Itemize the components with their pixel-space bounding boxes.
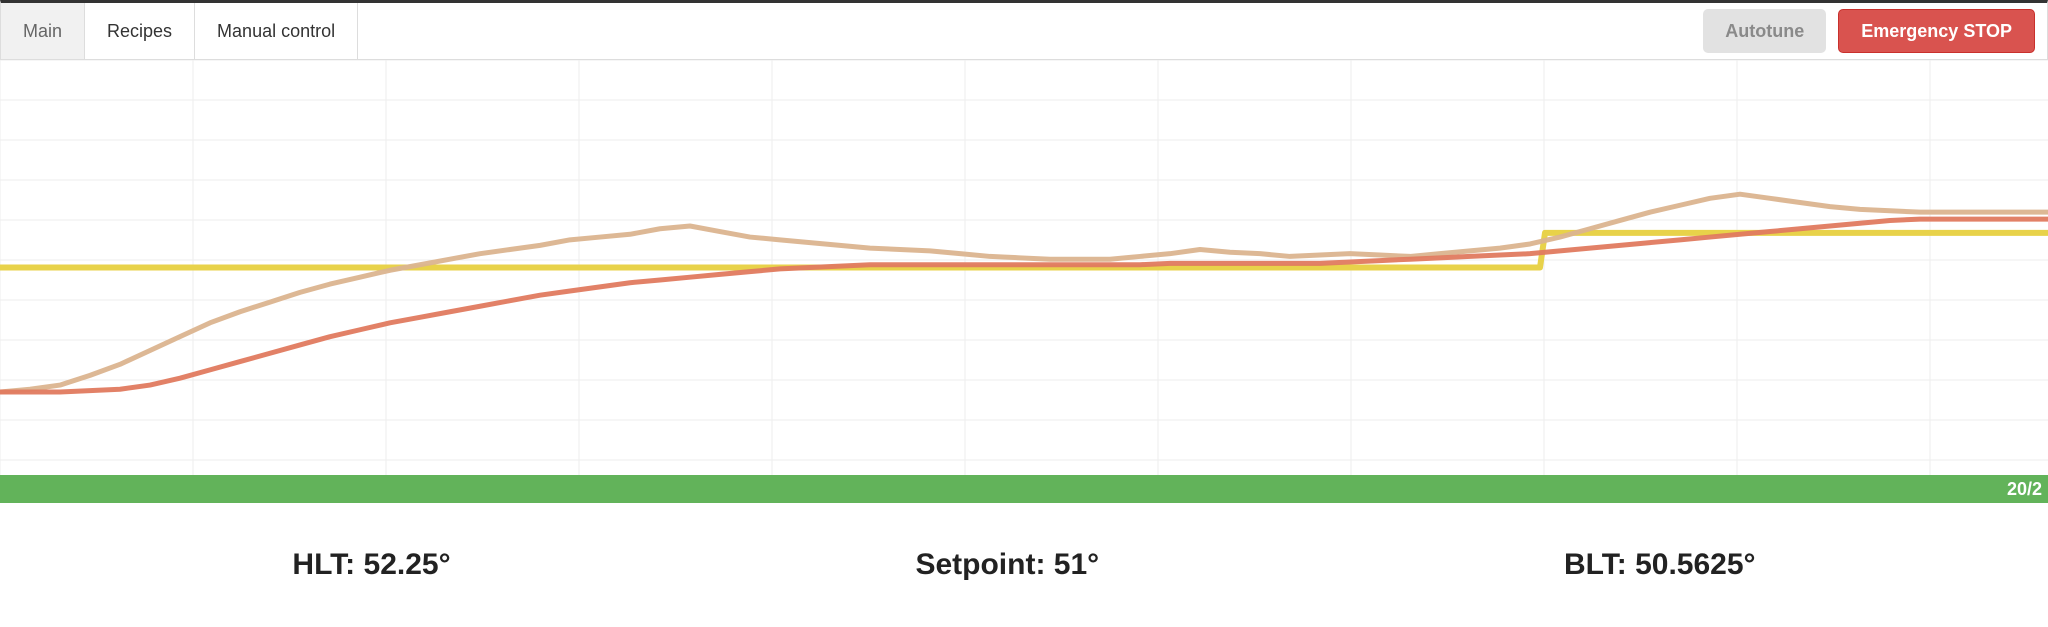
readout-blt: BLT: 50.5625°: [1564, 548, 1756, 582]
readouts: HLT: 52.25° Setpoint: 51° BLT: 50.5625°: [0, 503, 2048, 627]
readout-setpoint: Setpoint: 51°: [915, 548, 1099, 582]
emergency-stop-button[interactable]: Emergency STOP: [1838, 9, 2035, 53]
autotune-button[interactable]: Autotune: [1703, 9, 1826, 53]
tab-manual-control[interactable]: Manual control: [195, 3, 358, 59]
readout-hlt: HLT: 52.25°: [292, 548, 450, 582]
tabs: Main Recipes Manual control: [1, 3, 358, 59]
progress-text: 20/2: [2007, 479, 2042, 500]
topbar: Main Recipes Manual control Autotune Eme…: [0, 0, 2048, 60]
tab-recipes[interactable]: Recipes: [85, 3, 195, 59]
progress-bar: 20/2: [0, 475, 2048, 503]
temperature-chart: [0, 60, 2048, 475]
tab-main[interactable]: Main: [1, 3, 85, 59]
